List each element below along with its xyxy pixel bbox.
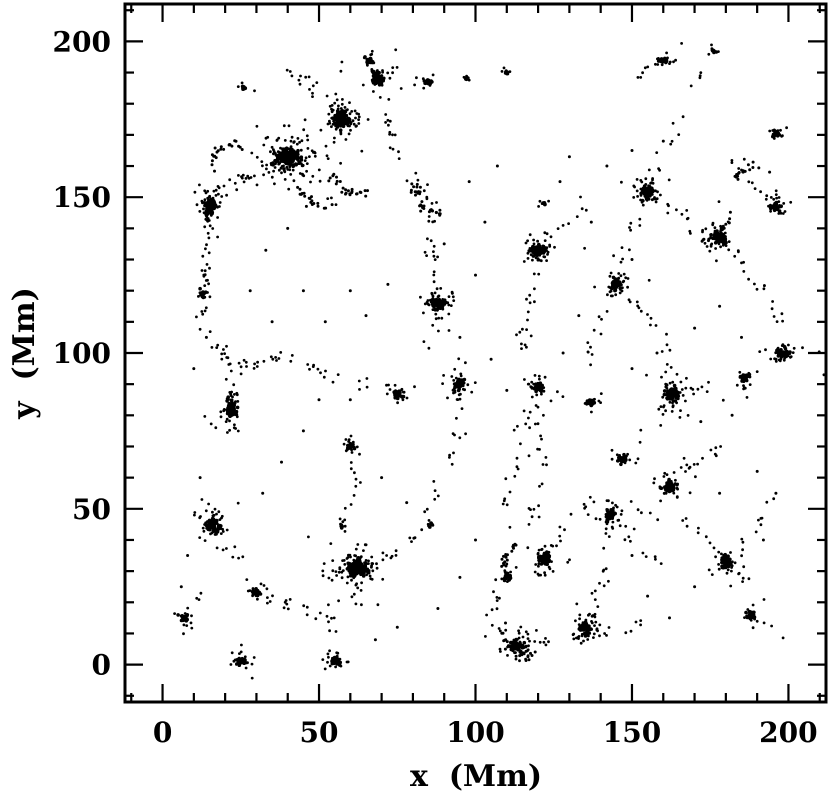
scatter-points xyxy=(173,42,826,680)
x-axis-label: x (Mm) xyxy=(410,759,542,794)
x-tick-label: 0 xyxy=(153,716,172,749)
y-tick-label: 50 xyxy=(72,493,111,526)
plot-frame xyxy=(123,2,828,704)
x-tick-label: 100 xyxy=(446,716,504,749)
y-tick-label: 200 xyxy=(53,25,111,58)
tick-labels: 0 50 100 150 200 0 50 100 150 200 xyxy=(53,25,818,749)
y-tick-label: 0 xyxy=(92,649,111,682)
axis-ticks xyxy=(125,4,826,702)
y-tick-label: 150 xyxy=(53,181,111,214)
x-tick-label: 150 xyxy=(603,716,661,749)
y-axis-label: y (Mm) xyxy=(7,287,42,420)
y-tick-label: 100 xyxy=(53,337,111,370)
x-tick-label: 50 xyxy=(300,716,339,749)
x-tick-label: 200 xyxy=(759,716,817,749)
